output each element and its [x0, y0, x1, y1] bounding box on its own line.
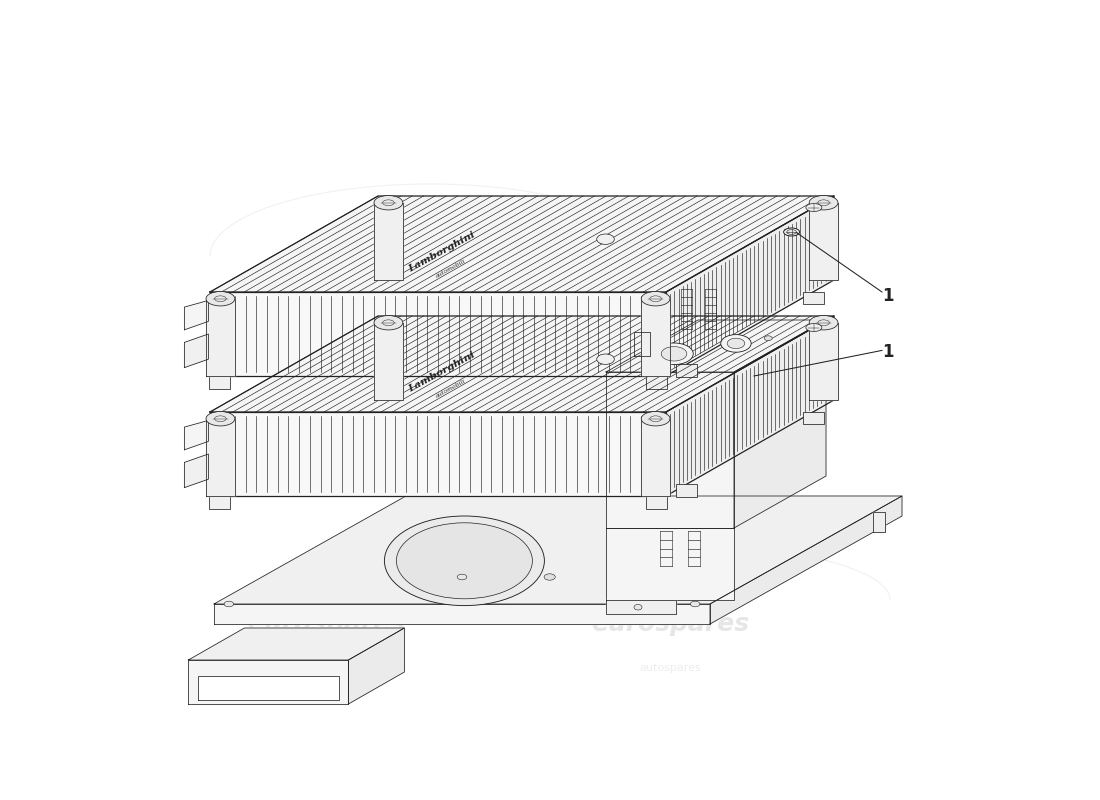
- Text: Lamborghini: Lamborghini: [407, 230, 477, 274]
- Ellipse shape: [720, 334, 751, 352]
- Polygon shape: [606, 372, 734, 528]
- Polygon shape: [188, 660, 349, 704]
- Ellipse shape: [641, 411, 670, 426]
- Bar: [803, 411, 824, 424]
- Ellipse shape: [783, 228, 800, 236]
- Text: autospares: autospares: [295, 663, 356, 673]
- Ellipse shape: [596, 354, 614, 365]
- Polygon shape: [210, 412, 666, 496]
- Ellipse shape: [810, 315, 838, 330]
- Text: autospares: autospares: [295, 359, 356, 369]
- Polygon shape: [666, 316, 834, 496]
- Text: automobili: automobili: [434, 378, 466, 399]
- Polygon shape: [210, 196, 834, 292]
- Bar: [646, 496, 667, 509]
- Polygon shape: [710, 496, 902, 624]
- Bar: [209, 376, 230, 389]
- Polygon shape: [185, 421, 208, 450]
- Polygon shape: [349, 628, 405, 704]
- Polygon shape: [185, 300, 208, 330]
- Polygon shape: [185, 334, 208, 368]
- Ellipse shape: [206, 291, 234, 306]
- Bar: [675, 365, 696, 378]
- Ellipse shape: [641, 291, 670, 306]
- Text: 1: 1: [882, 343, 893, 361]
- Ellipse shape: [374, 315, 403, 330]
- Ellipse shape: [691, 602, 700, 606]
- Polygon shape: [188, 628, 405, 660]
- Polygon shape: [810, 202, 838, 280]
- Polygon shape: [185, 454, 208, 487]
- Bar: [209, 496, 230, 509]
- Polygon shape: [606, 600, 676, 614]
- Polygon shape: [873, 512, 886, 532]
- Polygon shape: [641, 298, 670, 376]
- Ellipse shape: [810, 195, 838, 210]
- Bar: [646, 376, 667, 389]
- Polygon shape: [641, 418, 670, 496]
- Polygon shape: [214, 604, 710, 624]
- Text: eurospares: eurospares: [591, 308, 749, 332]
- Ellipse shape: [786, 230, 796, 234]
- Ellipse shape: [374, 195, 403, 210]
- Ellipse shape: [806, 323, 822, 331]
- Polygon shape: [214, 496, 902, 604]
- Polygon shape: [210, 316, 834, 412]
- Ellipse shape: [224, 602, 233, 606]
- Ellipse shape: [764, 336, 772, 341]
- Text: automobili: automobili: [434, 258, 466, 279]
- Ellipse shape: [206, 411, 234, 426]
- Ellipse shape: [458, 574, 466, 580]
- Ellipse shape: [384, 516, 544, 606]
- Text: 1: 1: [882, 287, 893, 305]
- Bar: [675, 485, 696, 498]
- Polygon shape: [206, 298, 234, 376]
- Polygon shape: [666, 196, 834, 376]
- Polygon shape: [374, 202, 403, 280]
- Ellipse shape: [806, 203, 822, 211]
- Polygon shape: [374, 322, 403, 400]
- Text: Lamborghini: Lamborghini: [407, 350, 477, 394]
- Polygon shape: [734, 320, 826, 528]
- Ellipse shape: [727, 338, 745, 349]
- Text: eurospares: eurospares: [246, 308, 405, 332]
- Bar: [803, 291, 824, 304]
- Ellipse shape: [634, 605, 642, 610]
- Text: eurospares: eurospares: [246, 612, 405, 636]
- Ellipse shape: [544, 574, 556, 580]
- Polygon shape: [210, 292, 666, 376]
- Ellipse shape: [396, 523, 532, 598]
- Text: autospares: autospares: [639, 359, 701, 369]
- Ellipse shape: [654, 343, 693, 365]
- Text: autospares: autospares: [639, 663, 701, 673]
- Text: eurospares: eurospares: [591, 612, 749, 636]
- Polygon shape: [206, 418, 234, 496]
- Polygon shape: [198, 676, 339, 701]
- Polygon shape: [810, 322, 838, 400]
- Ellipse shape: [661, 346, 686, 361]
- Polygon shape: [606, 528, 734, 600]
- Polygon shape: [606, 320, 826, 372]
- Ellipse shape: [596, 234, 614, 245]
